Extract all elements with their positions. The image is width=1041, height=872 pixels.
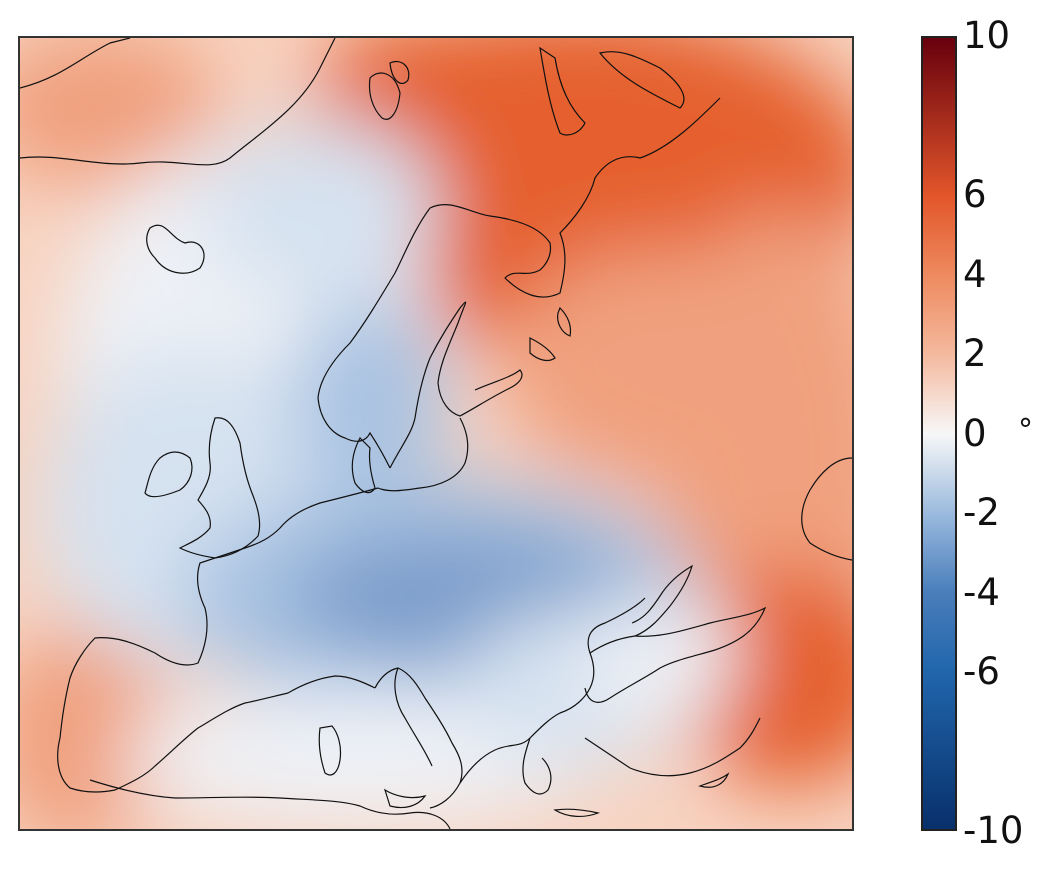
coastline-crete: [553, 808, 601, 817]
coastline-novaya-zemlya: [539, 46, 685, 136]
coastline-svalbard: [368, 60, 410, 120]
coastline-turkey: [584, 717, 761, 777]
coastline-denmark: [351, 437, 376, 494]
coastline-cyprus: [698, 772, 730, 788]
coastline-white-sea: [529, 306, 572, 362]
warm-northwest: [20, 38, 220, 188]
colorbar-tick-label: 0: [963, 411, 987, 455]
colorbar-tick-label: 10: [963, 14, 1011, 57]
colorbar-tick-label: 2: [963, 332, 987, 375]
cool-north-atlantic: [200, 118, 440, 298]
colorbar-tick-label: -10: [963, 809, 1024, 852]
warm-east-mid: [500, 248, 820, 488]
coastline-sweden-finland: [389, 301, 523, 469]
coastline-great-britain: [178, 417, 261, 559]
colorbar-tick-label: 4: [963, 252, 987, 296]
coastline-greece: [522, 737, 552, 795]
colorbar-tick-label: -4: [963, 570, 1000, 614]
colorbar-tick-label: -2: [963, 491, 1000, 534]
colorbar-unit-label: °: [1018, 413, 1033, 448]
coastline-greenland: [20, 38, 336, 166]
coastline-sicily: [383, 788, 427, 809]
colorbar: [921, 36, 957, 831]
coastline-iceland: [146, 224, 205, 274]
coastline-west-europe: [57, 487, 379, 793]
colorbar-tick-label: 6: [963, 173, 987, 216]
cool-scandinavia: [290, 298, 450, 498]
map-canvas: [20, 38, 852, 829]
coastline-norway: [317, 207, 431, 469]
coastline-north-africa: [89, 779, 451, 829]
anomaly-field: [20, 38, 852, 829]
colorbar-tick-label: -6: [963, 650, 1000, 693]
coastlines: [20, 38, 852, 829]
coastline-north-russia: [429, 97, 721, 298]
coastline-black-sea: [584, 564, 767, 703]
coastline-ireland: [144, 451, 193, 498]
coastline-sardinia: [318, 725, 342, 776]
coastline-balkans: [459, 597, 646, 784]
coastline-baltic: [377, 417, 469, 492]
temperature-anomaly-map: [18, 36, 854, 831]
coastline-caspian: [801, 457, 852, 561]
cool-blacksea: [580, 598, 740, 718]
coastline-italy: [374, 667, 463, 809]
